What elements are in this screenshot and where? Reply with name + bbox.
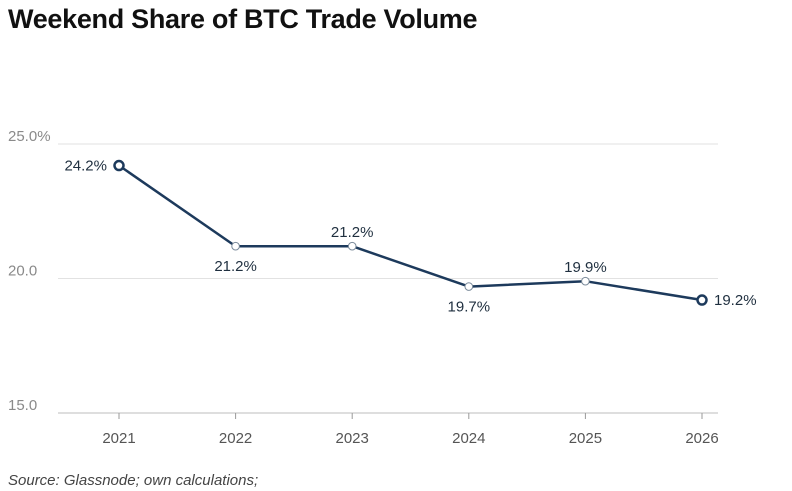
y-tick-label: 25.0% xyxy=(8,128,51,145)
gridlines xyxy=(58,143,718,414)
x-axis-ticks: 2021 2022 2023 2024 2025 2026 xyxy=(102,413,719,447)
line-chart: 15.0 20.0 25.0% 2021 2022 2023 2024 2025 2026 2… xyxy=(8,128,757,447)
chart-title: Weekend Share of BTC Trade Volume xyxy=(8,4,478,34)
data-label-2024: 19.7% xyxy=(448,299,491,316)
data-label-2025: 19.9% xyxy=(564,259,607,276)
data-point-2025 xyxy=(581,276,590,286)
data-point-2021 xyxy=(113,159,125,172)
data-label-2022: 21.2% xyxy=(214,258,257,275)
data-labels: 24.2% 21.2% 21.2% 19.7% 19.9% 19.2% xyxy=(64,158,756,316)
data-label-2026: 19.2% xyxy=(714,292,757,309)
data-label-2023: 21.2% xyxy=(331,224,374,241)
data-point-2026 xyxy=(696,294,708,306)
data-point-2023 xyxy=(347,241,357,251)
data-point-2024 xyxy=(464,282,474,291)
x-tick-label: 2024 xyxy=(452,430,485,447)
y-tick-label: 15.0 xyxy=(8,397,37,414)
x-tick-label: 2021 xyxy=(102,430,135,447)
data-series xyxy=(113,159,708,306)
source-note: Source: Glassnode; own calculations; xyxy=(8,472,259,489)
y-axis-ticks: 15.0 20.0 25.0% xyxy=(8,128,51,414)
data-point-2022 xyxy=(231,241,240,251)
x-tick-label: 2025 xyxy=(569,430,602,447)
series-line xyxy=(118,164,703,302)
x-tick-label: 2022 xyxy=(219,430,252,447)
y-tick-label: 20.0 xyxy=(8,263,37,280)
data-label-2021: 24.2% xyxy=(64,158,107,175)
x-tick-label: 2023 xyxy=(336,430,369,447)
x-tick-label: 2026 xyxy=(685,430,718,447)
